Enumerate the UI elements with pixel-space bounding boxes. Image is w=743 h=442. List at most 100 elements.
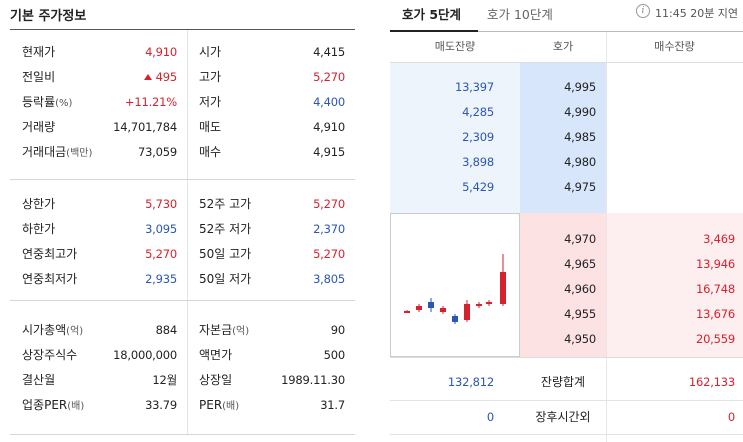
label-text: 거래량 [22,120,56,134]
bid-price[interactable]: 4,970 [564,232,596,246]
ask-price[interactable]: 4,990 [564,105,596,119]
label-text: 매수 [199,145,222,159]
info-value: 2,370 [313,222,345,236]
ask-price[interactable]: 4,980 [564,155,596,169]
info-value: 4,400 [313,95,345,109]
ask-price-area [520,63,606,213]
bid-volume: 13,946 [695,257,735,271]
candle-body [428,302,434,308]
bid-price[interactable]: 4,955 [564,307,596,321]
info-label: 시가 [199,40,221,66]
value-text: 5,730 [145,197,177,211]
ask-volume: 4,285 [462,105,494,119]
value-text: 12월 [152,373,177,387]
info-label: 매도 [199,115,221,141]
value-text: 73,059 [137,145,177,159]
info-cell-right: 50일 저가 3,805 [187,267,355,292]
info-cell-right: 저가 4,400 [187,90,355,115]
info-cell-right: 시가 4,415 [187,40,355,65]
tab-orderbook-5[interactable]: 호가 5단계 [402,7,462,22]
label-text: 고가 [199,70,222,84]
info-label: 거래대금(백만) [22,140,92,166]
info-label: 등락률(%) [22,90,72,116]
ask-price[interactable]: 4,995 [564,80,596,94]
info-value: 5,730 [145,192,177,217]
label-text: 결산월 [22,373,56,387]
header-bid-volume: 매수잔량 [654,40,695,53]
price-section: 현재가 4,910 시가 4,415 전일비 495 고가 5,270 등락률(%) +11.21… [10,30,355,180]
column-divider [187,180,188,300]
info-cell-right: 매수 4,915 [187,140,355,165]
ask-volume: 2,309 [462,130,494,144]
info-cell-left: 하한가 3,095 [10,217,187,242]
info-cell-left: 업종PER(배) 33.79 [10,393,187,418]
info-value: 31.7 [320,398,345,412]
candle-body [404,311,410,313]
bid-price[interactable]: 4,965 [564,257,596,271]
total-bid-volume: 162,133 [688,375,735,389]
label-text: 하한가 [22,222,56,236]
info-row: 하한가 3,095 52주 저가 2,370 [10,217,355,242]
tab-orderbook-10[interactable]: 호가 10단계 [487,7,553,22]
info-cell-left: 시가총액(억) 884 [10,318,187,343]
label-text: 연중최저가 [22,272,78,286]
info-row: 연중최저가 2,935 50일 저가 3,805 [10,267,355,292]
info-label: 하한가 [22,217,55,243]
label-text: 저가 [199,95,222,109]
label-text: 연중최고가 [22,247,78,261]
bid-price[interactable]: 4,950 [564,332,596,346]
info-label: 연중최고가 [22,242,77,268]
info-icon[interactable]: i [636,4,650,18]
after-hours-ask-volume: 0 [486,410,494,424]
limit-section: 상한가 5,730 52주 고가 5,270 하한가 3,095 52주 저가 2,370 연중… [10,180,355,301]
info-value: 5,270 [313,247,345,261]
row-divider [390,434,743,435]
info-cell-left: 등락률(%) +11.21% [10,90,187,115]
value-text: 3,095 [145,222,177,236]
row-divider [390,400,743,401]
info-value: 5,270 [313,70,345,84]
info-value: 4,915 [313,145,345,159]
info-cell-left: 상장주식수 18,000,000 [10,343,187,368]
info-label: 매수 [199,140,221,166]
label-unit: (배) [222,401,240,412]
info-row: 업종PER(배) 33.79 PER(배) 31.7 [10,393,355,418]
candle-body [416,306,422,310]
total-ask-volume: 132,812 [447,375,494,389]
info-label: 고가 [199,65,221,91]
label-unit: (백만) [66,148,93,159]
info-cell-left: 전일비 495 [10,65,187,90]
bid-volume: 13,676 [695,307,735,321]
info-value: 4,910 [313,120,345,134]
ask-price[interactable]: 4,975 [564,180,596,194]
info-label: 거래량 [22,115,55,141]
total-remaining-row: 132,812 잔량합계 162,133 [390,365,743,399]
header-price: 호가 [552,40,574,53]
info-label: 상장주식수 [22,343,77,369]
ask-volume-area [390,63,520,213]
column-divider [606,32,607,442]
info-row: 현재가 4,910 시가 4,415 [10,40,355,65]
info-value: +11.21% [125,90,177,115]
info-label: 시가총액(억) [22,318,83,344]
candle-chart-svg [404,254,506,324]
ask-price[interactable]: 4,985 [564,130,596,144]
value-text: 884 [155,323,178,337]
after-hours-row: 0 장후시간외 0 [390,400,743,434]
info-label: 현재가 [22,40,55,66]
info-cell-right: 매도 4,910 [187,115,355,140]
info-label: 자본금(억) [199,318,249,344]
bid-volume: 20,559 [695,332,735,346]
column-divider [187,301,188,434]
info-label: 50일 고가 [199,242,251,268]
info-row: 등락률(%) +11.21% 저가 4,400 [10,90,355,115]
info-value: 90 [330,323,345,337]
header-divider [390,62,743,63]
candle-body [452,316,458,322]
bid-volume: 16,748 [695,282,735,296]
bid-volume-area [606,213,743,357]
info-row: 결산월 12월 상장일 1989.11.30 [10,368,355,393]
header-ask-volume: 매도잔량 [434,40,476,53]
info-label: 52주 저가 [199,217,251,243]
bid-price[interactable]: 4,960 [564,282,596,296]
